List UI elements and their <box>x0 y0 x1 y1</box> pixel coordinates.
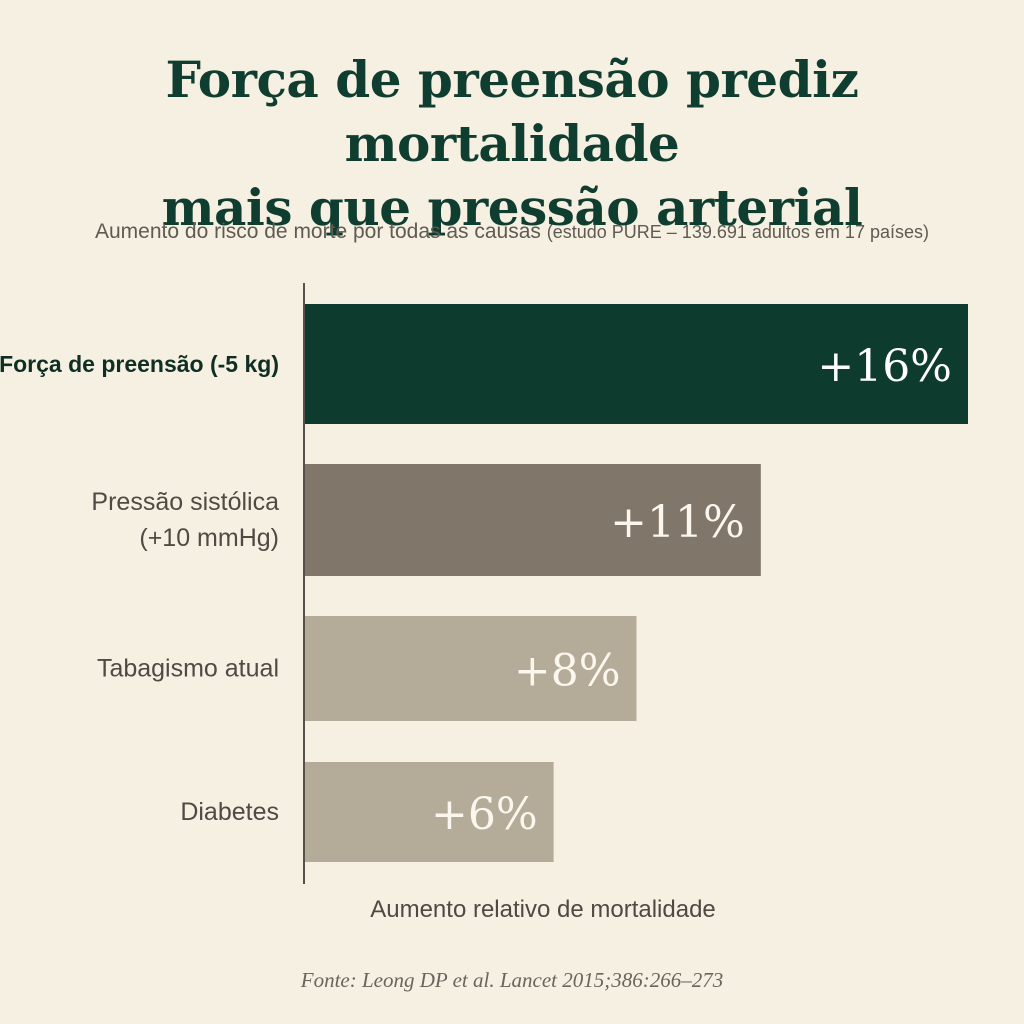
data-label-1: +11% <box>610 497 745 548</box>
category-label-3-0: Diabetes <box>180 798 279 826</box>
subtitle-note: (estudo PURE – 139.691 adultos em 17 paí… <box>546 222 929 242</box>
data-label-2: +8% <box>514 646 621 697</box>
bar-3 <box>305 762 554 862</box>
category-label-2-0: Tabagismo atual <box>97 655 279 683</box>
category-label-0-0: Força de preensão (-5 kg) <box>0 351 279 377</box>
bar-0 <box>305 304 968 424</box>
bar-2 <box>305 616 637 721</box>
x-axis-label: Aumento relativo de mortalidade <box>370 896 716 923</box>
title-line-2: mais que pressão arterial <box>161 178 863 237</box>
title-line-1: Força de preensão prediz mortalidade <box>165 50 859 173</box>
subtitle-main: Aumento do risco de morte por todas as c… <box>95 220 541 243</box>
bar-1 <box>305 464 761 576</box>
category-label-1-0: Pressão sistólica <box>91 488 279 516</box>
chart-subtitle: Aumento do risco de morte por todas as c… <box>0 220 1024 244</box>
data-label-0: +16% <box>817 341 952 392</box>
category-label-1-1: (+10 mmHg) <box>139 524 279 552</box>
source-citation: Fonte: Leong DP et al. Lancet 2015;386:2… <box>300 968 724 992</box>
chart-title: Força de preensão prediz mortalidade mai… <box>0 48 1024 240</box>
data-label-3: +6% <box>431 789 538 840</box>
